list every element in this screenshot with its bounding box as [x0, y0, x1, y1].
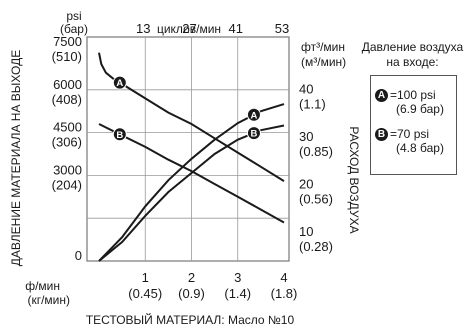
legend-entry-b: B =70 psi [375, 127, 430, 142]
left-tick-label: 4500 [53, 120, 82, 135]
left-tick-label: 3000 [53, 162, 82, 177]
series-badge-label: B [251, 129, 258, 140]
left-tick-sub: (408) [52, 92, 82, 107]
legend-title-line1: Давление воздуха [361, 40, 464, 54]
right-tick-sub: (0.85) [299, 144, 333, 159]
top-tick-label: 27 [182, 21, 196, 36]
legend-badge-b: B [375, 128, 388, 142]
bottom-tick-sub: (0.9) [178, 286, 205, 301]
legend-sub-a: (6.9 бар) [396, 102, 444, 116]
grid [86, 36, 290, 262]
series-badge-pressure-a [112, 75, 127, 90]
bottom-tick-sub: (0.45) [128, 286, 162, 301]
right-tick-label: 10 [299, 224, 313, 239]
series-badge-air-a [246, 107, 261, 122]
series-badge-label: A [251, 110, 258, 121]
footer-note: ТЕСТОВЫЙ МАТЕРИАЛ: Масло №10 [86, 312, 295, 327]
right-axis-title: РАСХОД ВОЗДУХА [347, 126, 361, 233]
right-tick-label: 30 [299, 129, 313, 144]
left-tick-label: 7500 [53, 34, 82, 49]
right-unit-top: фт³/мин [301, 40, 345, 54]
top-tick-label: 41 [229, 21, 243, 36]
plot-frame [86, 36, 290, 262]
legend-entry-a: A =100 psi [375, 88, 436, 103]
left-axis-title: ДАВЛЕНИЕ МАТЕРИАЛА НА ВЫХОДЕ [9, 50, 23, 266]
bottom-tick-sub: (1.8) [271, 286, 298, 301]
top-tick-label: 53 [275, 21, 289, 36]
legend-value-b: =70 psi [390, 127, 430, 141]
tick-labels: 03000(204)4500(306)6000(408)7500(510)1(0… [52, 21, 333, 301]
series-line-pressure-b [98, 123, 285, 224]
right-tick-label: 40 [299, 82, 313, 97]
series-badge-label: B [116, 130, 123, 141]
bottom-unit-top: ф/мин [25, 279, 60, 293]
legend-title-line2: на входе: [386, 55, 439, 69]
bottom-tick-label: 4 [280, 270, 287, 285]
series-badge-label: A [116, 78, 123, 89]
right-tick-sub: (0.28) [299, 239, 333, 254]
bottom-tick-label: 3 [234, 270, 241, 285]
left-unit-bottom: (бар) [60, 22, 88, 36]
legend-value-a: =100 psi [390, 88, 436, 102]
axis-labels: psi(бар) циклов/мин фт³/мин(м³/мин) ф/мин(к… [9, 9, 361, 327]
left-tick-sub: (204) [52, 177, 82, 192]
legend-sub-b: (4.8 бар) [396, 141, 444, 155]
top-tick-label: 13 [136, 21, 150, 36]
left-tick-sub: (306) [52, 135, 82, 150]
right-tick-label: 20 [299, 177, 313, 192]
bottom-tick-sub: (1.4) [224, 286, 251, 301]
left-unit-top: psi [66, 9, 81, 23]
bottom-tick-label: 1 [142, 270, 149, 285]
right-tick-sub: (1.1) [299, 97, 326, 112]
bottom-tick-label: 2 [188, 270, 195, 285]
left-tick-label: 6000 [53, 77, 82, 92]
left-tick-label: 0 [75, 248, 82, 263]
right-tick-sub: (0.56) [299, 192, 333, 207]
top-axis-title: циклов/мин [157, 22, 221, 36]
bottom-unit-bottom: (кг/мин) [27, 293, 70, 307]
legend-box [370, 75, 457, 175]
left-tick-sub: (510) [52, 49, 82, 64]
legend-title: Давление воздуха на входе: [360, 40, 465, 70]
series-badge-pressure-b [112, 127, 127, 142]
series-badge-air-b [246, 126, 261, 141]
series-line-pressure-a [98, 52, 285, 182]
legend-badge-a: A [375, 89, 388, 103]
right-unit-bottom: (м³/мин) [301, 55, 346, 69]
